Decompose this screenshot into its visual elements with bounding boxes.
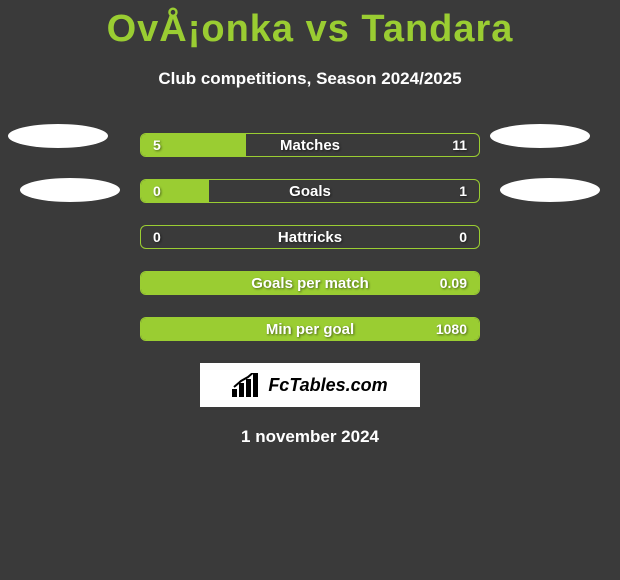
page-title: OvÅ¡onka vs Tandara	[0, 0, 620, 51]
decorative-ellipse	[8, 124, 108, 148]
decorative-ellipse	[500, 178, 600, 202]
stat-row: Min per goal 1080	[140, 317, 480, 341]
stat-value-left: 0	[153, 183, 161, 199]
stat-value-right: 11	[452, 137, 467, 153]
date-label: 1 november 2024	[0, 427, 620, 447]
stats-container: 5 Matches 11 0 Goals 1 0 Hattricks 0 Goals per ma…	[0, 133, 620, 341]
stat-row: 5 Matches 11	[140, 133, 480, 157]
brand-label: FcTables.com	[268, 375, 387, 396]
subtitle: Club competitions, Season 2024/2025	[0, 69, 620, 89]
decorative-ellipse	[20, 178, 120, 202]
stat-label: Goals per match	[251, 275, 369, 292]
stat-value-left: 0	[153, 229, 161, 245]
stat-value-right: 0	[459, 229, 467, 245]
stat-value-right: 1	[459, 183, 467, 199]
stat-label: Min per goal	[266, 321, 354, 338]
stat-row: 0 Goals 1	[140, 179, 480, 203]
stat-row: 0 Hattricks 0	[140, 225, 480, 249]
stat-label: Goals	[289, 183, 331, 200]
stat-row: Goals per match 0.09	[140, 271, 480, 295]
stat-label: Hattricks	[278, 229, 342, 246]
stat-value-left: 5	[153, 137, 161, 153]
stat-value-right: 1080	[436, 321, 467, 337]
stat-fill	[141, 180, 209, 202]
decorative-ellipse	[490, 124, 590, 148]
brand-badge: FcTables.com	[200, 363, 420, 407]
stat-value-right: 0.09	[440, 275, 467, 291]
chart-icon	[232, 373, 260, 397]
stat-label: Matches	[280, 137, 340, 154]
